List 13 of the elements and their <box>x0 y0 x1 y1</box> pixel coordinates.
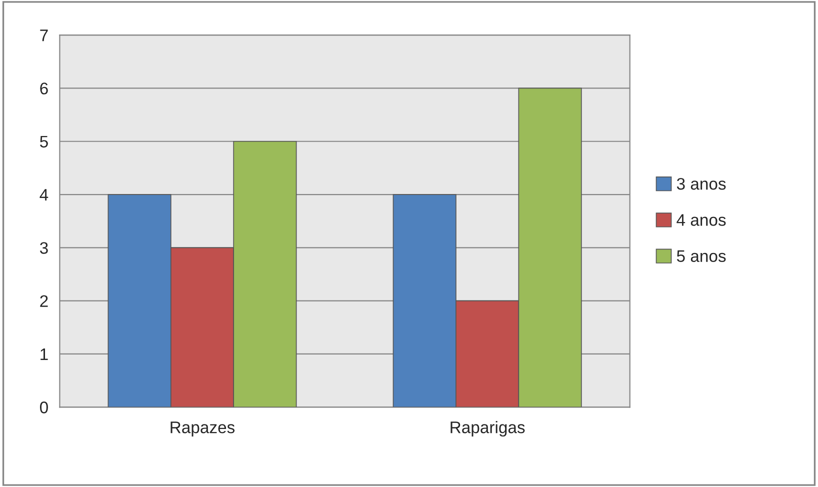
y-tick-label: 7 <box>40 30 48 42</box>
y-tick-label: 2 <box>40 295 48 307</box>
y-tick-label: 5 <box>40 136 48 148</box>
legend-label: 5 anos <box>676 250 726 262</box>
legend-label: 4 anos <box>676 214 726 226</box>
x-tick-label: Rapazes <box>170 422 235 437</box>
y-tick-label: 3 <box>40 242 48 254</box>
y-tick-label: 6 <box>40 82 48 94</box>
y-tick-label: 1 <box>40 348 48 360</box>
y-tick-label: 4 <box>40 189 48 201</box>
y-tick-label: 0 <box>40 402 48 414</box>
x-tick-label: Raparigas <box>450 421 525 437</box>
legend-label: 3 anos <box>676 178 726 190</box>
